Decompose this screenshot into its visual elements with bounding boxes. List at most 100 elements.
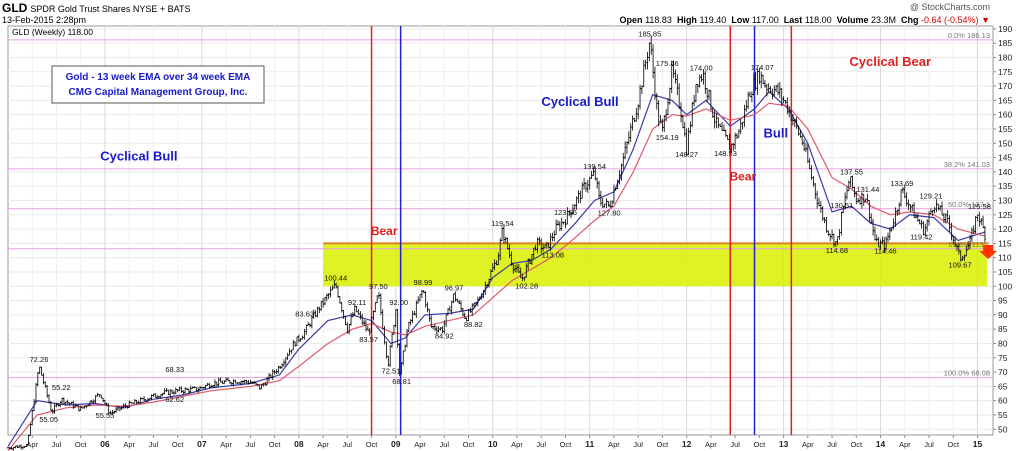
chg-down-icon: ▼ (981, 15, 990, 25)
y-tick-label: 105 (998, 267, 1012, 277)
chg-label: Chg (901, 15, 919, 25)
high-label: High (676, 15, 697, 25)
x-tick-label: Jul (633, 440, 643, 449)
y-tick-label: 110 (998, 253, 1012, 263)
y-axis: 50 55 60 65 70 75 80 85 90 95 100 105 110 115 120 125 13… (993, 24, 1012, 434)
y-tick-label: 95 (998, 296, 1008, 306)
fib-label: 38.2% 141.03 (944, 160, 990, 169)
price-annotation: 100.44 (324, 274, 347, 283)
price-annotation: 125.58 (968, 202, 991, 211)
x-tick-label: Oct (75, 440, 88, 449)
y-tick-label: 65 (998, 381, 1008, 391)
price-annotation: 175.46 (656, 59, 679, 68)
x-tick-label: 10 (488, 439, 498, 449)
y-tick-label: 60 (998, 396, 1008, 406)
x-tick-label: Jul (149, 440, 159, 449)
x-tick-label: Oct (366, 440, 379, 449)
ema-line (7, 102, 986, 451)
price-annotation: 72.51 (382, 367, 401, 376)
x-tick-label: Oct (947, 440, 960, 449)
regime-label: Bull (764, 126, 789, 141)
x-tick-label: 12 (682, 439, 692, 449)
price-annotation: 68.33 (165, 365, 184, 374)
regime-label: Cyclical Bull (541, 94, 618, 109)
price-annotation: 88.82 (464, 320, 483, 329)
x-tick-label: 14 (876, 439, 886, 449)
y-tick-label: 150 (998, 138, 1012, 148)
price-annotation: 92.11 (348, 298, 366, 307)
chart-symbol-name: SPDR Gold Trust Shares NYSE + BATS (30, 4, 191, 14)
x-tick-label: 13 (779, 439, 789, 449)
regime-label: Cyclical Bear (849, 54, 931, 69)
y-tick-label: 190 (998, 24, 1012, 34)
price-annotation: 131.44 (856, 185, 879, 194)
regime-divider-lines (370, 26, 793, 435)
regime-label: Bear (730, 169, 757, 183)
x-tick-label: Apr (899, 440, 911, 449)
price-annotation: 148.27 (675, 150, 698, 159)
x-tick-label: 15 (973, 439, 983, 449)
current-price-arrow (979, 244, 998, 259)
price-annotation: 154.19 (656, 133, 679, 142)
y-tick-label: 145 (998, 153, 1012, 163)
chg-value: -0.64 (-0.54%) (921, 15, 979, 25)
x-tick-label: Oct (657, 440, 670, 449)
price-annotation: 83.63 (295, 309, 314, 318)
y-tick-label: 180 (998, 52, 1012, 62)
price-annotation: 139.54 (583, 162, 606, 171)
y-tick-label: 80 (998, 338, 1008, 348)
last-value: 118.00 (804, 15, 832, 25)
price-annotation: 92.00 (389, 298, 408, 307)
y-tick-label: 170 (998, 81, 1012, 91)
price-annotation: 137.55 (840, 168, 863, 177)
price-annotation: 55.05 (39, 415, 58, 424)
x-tick-label: Apr (802, 440, 814, 449)
fib-label: 50.0% 127.1 (948, 200, 990, 209)
x-tick-label: Apr (608, 440, 620, 449)
price-annotation: 96.97 (445, 284, 464, 293)
price-annotation: 68.81 (392, 377, 411, 386)
x-tick-label: 06 (100, 439, 110, 449)
x-tick-label: Apr (511, 440, 523, 449)
x-tick-label: Jul (924, 440, 934, 449)
y-tick-label: 155 (998, 124, 1012, 134)
last-label: Last (783, 15, 803, 25)
y-tick-label: 160 (998, 110, 1012, 120)
arrow-up-icon (979, 244, 998, 259)
support-zone-band (323, 243, 988, 287)
chart-date: 13-Feb-2015 2:28pm (2, 15, 87, 25)
price-annotation: 55.55 (96, 411, 115, 420)
y-tick-label: 175 (998, 67, 1012, 77)
chart-symbol: GLD SPDR Gold Trust Shares NYSE + BATS (2, 1, 191, 15)
x-tick-label: Apr (123, 440, 135, 449)
x-tick-label: Jul (246, 440, 256, 449)
price-annotation: 72.26 (30, 355, 49, 364)
x-tick-label: Jul (52, 440, 62, 449)
price-annotation: 98.99 (414, 278, 433, 287)
y-tick-label: 120 (998, 224, 1012, 234)
x-tick-label: Apr (317, 440, 329, 449)
price-bars (6, 35, 987, 451)
y-tick-label: 75 (998, 353, 1008, 363)
y-tick-label: 90 (998, 310, 1008, 320)
x-tick-label: Jul (343, 440, 353, 449)
title-box-frame (51, 65, 265, 104)
x-tick-label: 08 (294, 439, 304, 449)
x-tick-label: Oct (754, 440, 767, 449)
x-tick-label: Jul (536, 440, 546, 449)
ohlc-readout: Open 118.83 High 119.40 Low 117.00 Last … (620, 15, 990, 25)
x-tick-label: Apr (414, 440, 426, 449)
x-tick-label: 07 (197, 439, 207, 449)
chart-legend-text: GLD (Weekly) 118.00 (12, 27, 93, 37)
price-annotation: 127.80 (598, 208, 621, 217)
x-tick-label: Jul (730, 440, 740, 449)
price-annotations: 72.26 55.22 55.05 55.55 68.33 62.62 83.63 100.4… (30, 30, 991, 425)
price-annotation: 62.62 (165, 395, 184, 404)
regime-labels: Cyclical Bull Bear Cyclical Bull Bear Bull Cy… (100, 54, 931, 238)
price-annotation: 185.85 (638, 30, 661, 39)
regime-label: Bear (371, 224, 398, 238)
price-annotation: 55.22 (52, 383, 71, 392)
fib-label: 61.8% 113.1 (948, 240, 990, 249)
x-tick-label: Oct (560, 440, 573, 449)
